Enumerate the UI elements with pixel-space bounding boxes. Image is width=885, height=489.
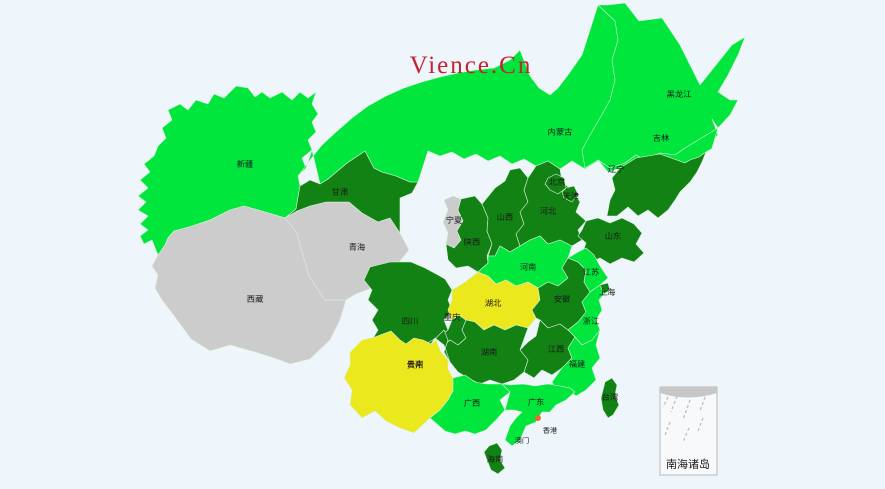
svg-text:浙江: 浙江 <box>583 316 600 326</box>
svg-text:广东: 广东 <box>528 397 545 407</box>
svg-text:福建: 福建 <box>569 359 586 369</box>
svg-text:Vience.Cn: Vience.Cn <box>410 52 533 79</box>
svg-text:澳门: 澳门 <box>515 436 529 445</box>
svg-text:江西: 江西 <box>548 344 565 354</box>
svg-text:上海: 上海 <box>599 287 616 297</box>
svg-text:香港: 香港 <box>543 426 558 435</box>
svg-text:西藏: 西藏 <box>247 294 264 304</box>
svg-text:安徽: 安徽 <box>554 294 571 304</box>
svg-text:吉林: 吉林 <box>653 133 670 143</box>
svg-text:内蒙古: 内蒙古 <box>548 127 574 137</box>
svg-text:江苏: 江苏 <box>583 267 600 277</box>
svg-text:宁夏: 宁夏 <box>446 215 463 225</box>
svg-text:河南: 河南 <box>520 262 537 272</box>
svg-text:北京: 北京 <box>549 177 566 187</box>
svg-text:云南: 云南 <box>407 359 424 369</box>
svg-text:四川: 四川 <box>402 316 419 326</box>
svg-text:广西: 广西 <box>464 398 481 408</box>
svg-text:甘肃: 甘肃 <box>332 187 349 197</box>
svg-text:陕西: 陕西 <box>464 237 481 247</box>
svg-text:新疆: 新疆 <box>237 159 254 169</box>
svg-text:山西: 山西 <box>497 212 514 222</box>
svg-text:天津: 天津 <box>563 191 580 201</box>
svg-text:海南: 海南 <box>487 454 504 464</box>
svg-text:台湾: 台湾 <box>602 392 619 402</box>
svg-text:辽宁: 辽宁 <box>608 164 625 174</box>
svg-text:湖南: 湖南 <box>481 347 498 357</box>
svg-text:重庆: 重庆 <box>444 312 461 322</box>
svg-text:青海: 青海 <box>349 242 366 252</box>
svg-text:河北: 河北 <box>540 206 557 216</box>
svg-text:湖北: 湖北 <box>485 298 502 308</box>
svg-text:南海诸岛: 南海诸岛 <box>666 458 710 471</box>
svg-text:山东: 山东 <box>605 231 622 241</box>
svg-text:黑龙江: 黑龙江 <box>667 89 693 99</box>
